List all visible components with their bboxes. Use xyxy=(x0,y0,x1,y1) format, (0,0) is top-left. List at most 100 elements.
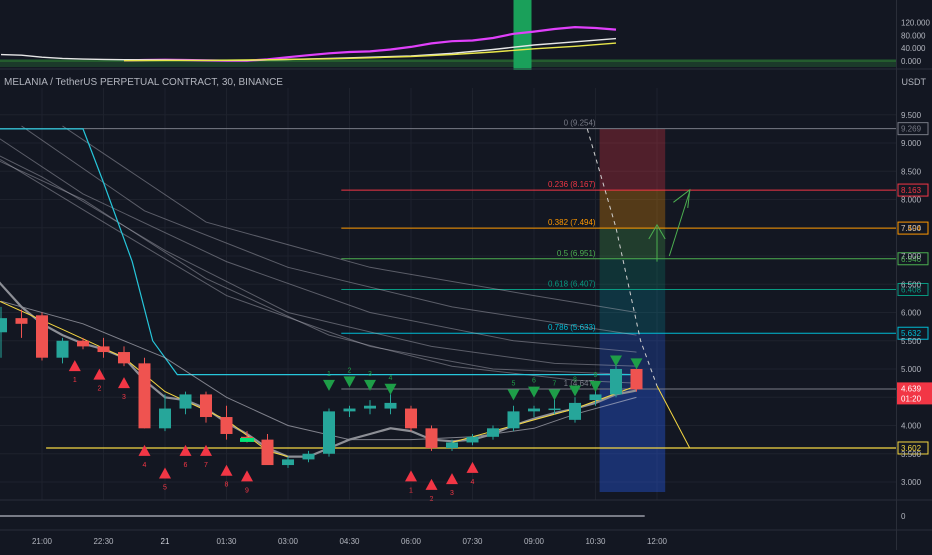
red-count-triangle xyxy=(68,360,81,372)
fib-level-label: 0.382 (7.494) xyxy=(548,218,596,227)
time-x-tick: 06:00 xyxy=(401,537,422,546)
red-count-triangle xyxy=(159,467,171,479)
ma-fan-line-4 xyxy=(21,125,637,336)
fib-axis-label: 9.269 xyxy=(901,125,922,134)
red-count-label: 4 xyxy=(471,479,475,486)
price-y-tick: 7.000 xyxy=(901,252,922,261)
price-axis-divider xyxy=(896,0,897,550)
price-y-tick: 8.500 xyxy=(901,167,922,176)
fib-axis-tag xyxy=(897,326,929,340)
red-count-triangle xyxy=(179,444,192,456)
ma-fan-line-3 xyxy=(0,138,637,353)
candle-body xyxy=(384,402,397,409)
green-count-label: 2 xyxy=(348,367,352,374)
symbol-title[interactable]: MELANIA / TetherUS PERPETUAL CONTRACT, 3… xyxy=(4,77,283,88)
fib-level-label: 0.5 (6.951) xyxy=(557,249,596,258)
red-count-label: 3 xyxy=(450,490,454,497)
oscillator-signal-bar xyxy=(513,0,532,70)
ma-fan-line-2 xyxy=(0,155,637,367)
oscillator-line-2 xyxy=(123,42,617,62)
red-count-triangle xyxy=(405,470,417,482)
time-x-tick: 07:30 xyxy=(462,537,483,546)
target-arrow-2-head xyxy=(673,188,691,209)
current-price-tag xyxy=(897,382,932,405)
green-count-triangle xyxy=(323,379,335,391)
oscillator-y-tick: 40.000 xyxy=(901,44,926,53)
oscillator-y-tick: 0.000 xyxy=(901,57,922,66)
candle-body xyxy=(548,408,561,411)
candle-body xyxy=(138,363,151,429)
candle-body xyxy=(487,428,499,437)
price-y-tick: 9.500 xyxy=(901,111,922,120)
ma-fan-line-5 xyxy=(62,125,637,313)
time-x-tick: 12:00 xyxy=(647,537,668,546)
candle-body xyxy=(0,318,7,333)
ma-fan-line-0 xyxy=(0,160,637,384)
candle-body xyxy=(261,439,274,466)
projection-dashed xyxy=(586,128,658,387)
support-axis-label: 3.602 xyxy=(901,444,922,453)
fib-level-label: 0.786 (5.633) xyxy=(548,323,596,332)
red-count-label: 1 xyxy=(73,377,77,384)
price-y-tick: 6.000 xyxy=(901,309,922,318)
fib-axis-label: 7.494 xyxy=(901,224,922,233)
fib-axis-tag xyxy=(897,122,929,136)
red-count-triangle xyxy=(93,368,106,380)
candle-body xyxy=(323,411,335,454)
fib-axis-label: 6.946 xyxy=(901,255,922,264)
time-x-tick: 10:30 xyxy=(585,537,606,546)
candle-body xyxy=(425,428,438,449)
green-count-triangle xyxy=(548,389,561,401)
green-count-triangle xyxy=(630,358,643,370)
fib-level-label: 0 (9.254) xyxy=(564,119,596,128)
red-count-triangle xyxy=(425,478,438,490)
candle-body xyxy=(405,408,417,429)
red-count-label: 3 xyxy=(122,394,126,401)
yellow-trendline-2 xyxy=(451,385,637,443)
green-count-triangle xyxy=(384,383,397,395)
green-count-label: 1 xyxy=(327,371,331,378)
oscillator-y-tick: 80.000 xyxy=(901,31,926,40)
red-count-triangle xyxy=(466,461,479,473)
red-count-triangle xyxy=(446,473,458,485)
green-count-triangle xyxy=(364,379,376,391)
support-axis-tag xyxy=(897,441,929,455)
red-count-triangle xyxy=(118,377,130,389)
time-x-tick: 21:00 xyxy=(32,537,53,546)
candle-body xyxy=(97,346,110,353)
fib-zone-band xyxy=(599,258,666,290)
red-count-label: 4 xyxy=(143,462,147,469)
time-x-tick: 03:00 xyxy=(278,537,299,546)
baseline-line xyxy=(0,128,637,376)
fib-zone-band xyxy=(599,228,666,259)
fib-axis-tag xyxy=(897,183,929,197)
green-count-label: 7 xyxy=(553,380,557,387)
price-y-tick: 9.000 xyxy=(901,139,922,148)
time-x-tick: 01:30 xyxy=(216,537,237,546)
price-y-tick: 4.000 xyxy=(901,422,922,431)
green-count-label: 5 xyxy=(512,380,516,387)
red-count-label: 2 xyxy=(430,496,434,503)
red-count-triangle xyxy=(200,444,212,456)
candle-body xyxy=(282,459,294,466)
green-count-label: 6 xyxy=(532,378,536,385)
doji-marker xyxy=(240,437,254,442)
target-arrow-1-head xyxy=(648,223,666,240)
price-y-tick: 7.500 xyxy=(901,224,922,233)
time-x-tick: 09:00 xyxy=(524,537,545,546)
candle-body xyxy=(118,352,130,364)
time-x-tick: 04:30 xyxy=(339,537,360,546)
fib-zone-blue xyxy=(599,388,666,492)
candle-body xyxy=(56,340,69,358)
fib-axis-tag xyxy=(897,283,929,297)
currency-label[interactable]: USDT xyxy=(901,77,927,87)
red-count-label: 8 xyxy=(225,482,229,489)
candle-body xyxy=(630,369,643,390)
green-count-label: 4 xyxy=(389,375,393,382)
red-count-label: 6 xyxy=(184,462,188,469)
green-count-triangle xyxy=(507,389,520,401)
green-count-triangle xyxy=(589,380,602,392)
candle-body xyxy=(466,436,479,443)
